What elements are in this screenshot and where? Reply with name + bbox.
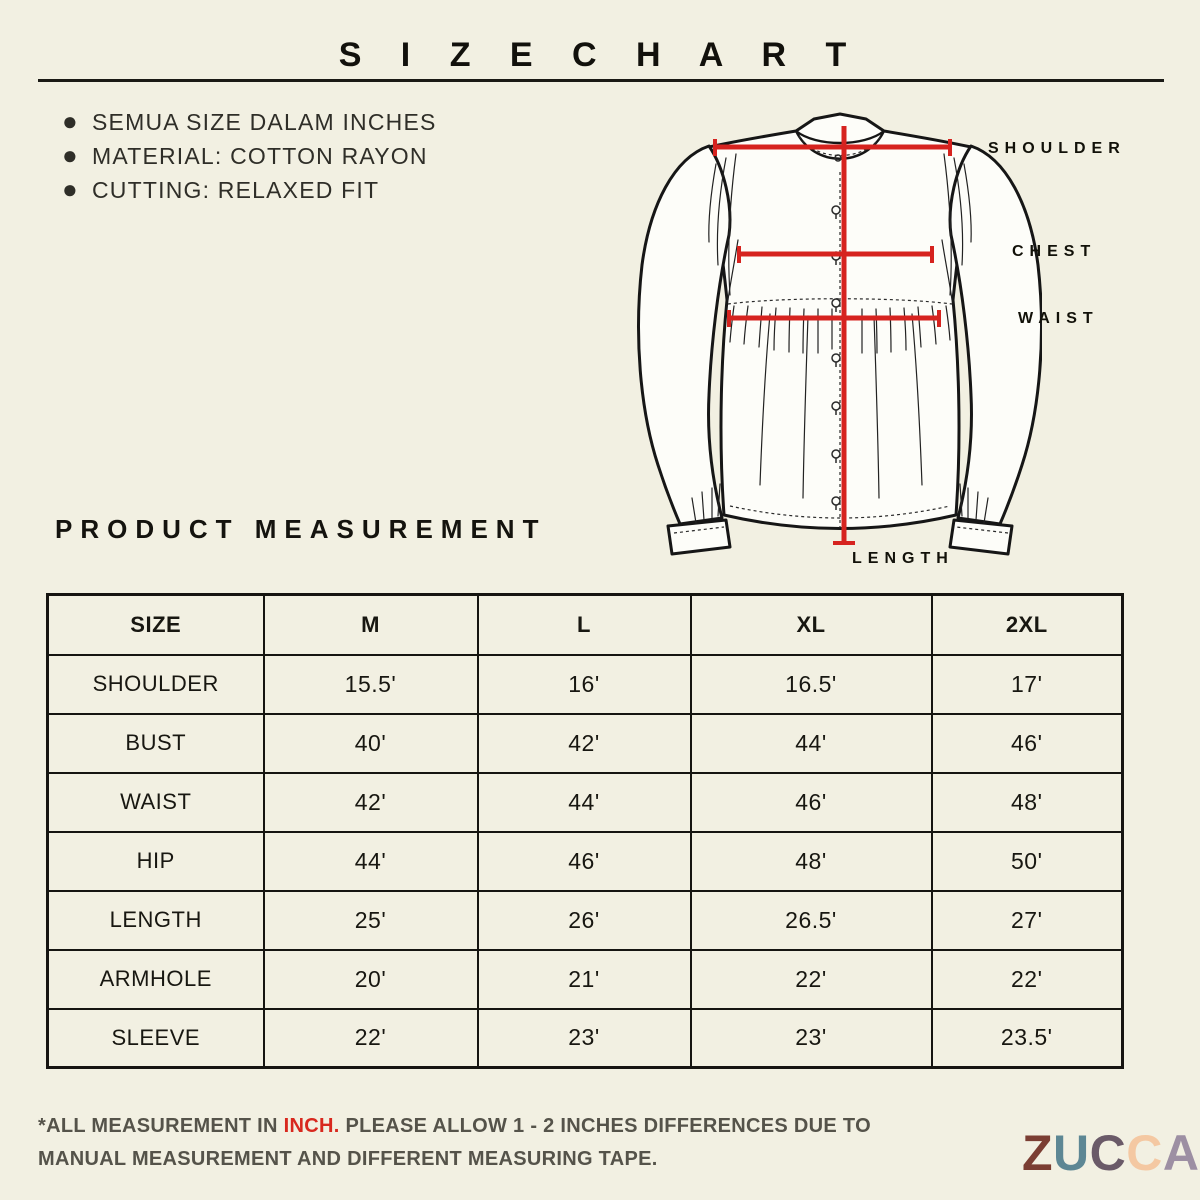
cell: 46' (476, 830, 692, 892)
table-row: SLEEVE 22' 23' 23' 23.5' (46, 1007, 1124, 1069)
length-label: LENGTH (852, 550, 954, 567)
row-label: WAIST (46, 771, 265, 833)
page-title: S I Z E C H A R T (338, 36, 862, 74)
cell: 15.5' (262, 653, 479, 715)
waist-label: WAIST (1018, 310, 1099, 327)
blouse-illustration (637, 112, 1042, 556)
cell: 50' (930, 830, 1124, 892)
title-divider (38, 79, 1164, 82)
column-header-m: M (262, 593, 479, 656)
cell: 16.5' (689, 653, 933, 715)
logo-letter: Z (1022, 1125, 1054, 1181)
cell: 23' (689, 1007, 933, 1069)
table-row: BUST 40' 42' 44' 46' (46, 712, 1124, 774)
cell: 46' (930, 712, 1124, 774)
cell: 23' (476, 1007, 692, 1069)
cell: 22' (689, 948, 933, 1010)
cell: 44' (476, 771, 692, 833)
cell: 26.5' (689, 889, 933, 951)
cell: 17' (930, 653, 1124, 715)
logo-letter: A (1162, 1125, 1200, 1181)
cell: 42' (476, 712, 692, 774)
cell: 46' (689, 771, 933, 833)
brand-logo: ZUCCA (1022, 1124, 1199, 1182)
footnote: *ALL MEASUREMENT IN INCH. PLEASE ALLOW 1… (38, 1110, 918, 1176)
table-row: ARMHOLE 20' 21' 22' 22' (46, 948, 1124, 1010)
cell: 42' (262, 771, 479, 833)
row-label: ARMHOLE (46, 948, 265, 1010)
product-notes: ● SEMUA SIZE DALAM INCHES ● MATERIAL: COTT… (62, 104, 437, 206)
chest-label: CHEST (1012, 243, 1097, 260)
bullet-icon: ● (62, 106, 79, 136)
cell: 16' (476, 653, 692, 715)
section-heading: PRODUCT MEASUREMENT (55, 514, 547, 544)
note-text: CUTTING: RELAXED FIT (92, 177, 380, 203)
table-row: HIP 44' 46' 48' 50' (46, 830, 1124, 892)
table-row: LENGTH 25' 26' 26.5' 27' (46, 889, 1124, 951)
note-item: ● SEMUA SIZE DALAM INCHES (62, 104, 437, 138)
note-text: SEMUA SIZE DALAM INCHES (92, 109, 437, 135)
row-label: BUST (46, 712, 265, 774)
logo-letter: C (1126, 1125, 1163, 1181)
cell: 20' (262, 948, 479, 1010)
footnote-suffix: PLEASE ALLOW 1 - 2 INCHES DIFFERENCES DU… (38, 1115, 871, 1170)
cell: 48' (689, 830, 933, 892)
bullet-icon: ● (62, 140, 79, 170)
table-header-row: SIZE M L XL 2XL (46, 593, 1124, 656)
cell: 44' (262, 830, 479, 892)
row-label: SLEEVE (46, 1007, 265, 1069)
cell: 23.5' (930, 1007, 1124, 1069)
bullet-icon: ● (62, 174, 79, 204)
row-label: LENGTH (46, 889, 265, 951)
cell: 26' (476, 889, 692, 951)
cell: 21' (476, 948, 692, 1010)
note-item: ● MATERIAL: COTTON RAYON (62, 138, 437, 172)
measurement-table: SIZE M L XL 2XL SHOULDER 15.5' 16' 16.5'… (46, 593, 1124, 1069)
note-text: MATERIAL: COTTON RAYON (92, 143, 428, 169)
cell: 27' (930, 889, 1124, 951)
cell: 48' (930, 771, 1124, 833)
column-header-2xl: 2XL (930, 593, 1124, 656)
footnote-highlight: INCH. (283, 1115, 340, 1137)
cell: 40' (262, 712, 479, 774)
cell: 22' (262, 1007, 479, 1069)
logo-letter: U (1053, 1125, 1090, 1181)
shoulder-label: SHOULDER (988, 140, 1126, 157)
cell: 25' (262, 889, 479, 951)
row-label: SHOULDER (46, 653, 265, 715)
cell: 22' (930, 948, 1124, 1010)
note-item: ● CUTTING: RELAXED FIT (62, 172, 437, 206)
column-header-size: SIZE (46, 593, 265, 656)
column-header-xl: XL (689, 593, 933, 656)
footnote-prefix: *ALL MEASUREMENT IN (38, 1115, 284, 1137)
cell: 44' (689, 712, 933, 774)
row-label: HIP (46, 830, 265, 892)
column-header-l: L (476, 593, 692, 656)
table-row: SHOULDER 15.5' 16' 16.5' 17' (46, 653, 1124, 715)
table-row: WAIST 42' 44' 46' 48' (46, 771, 1124, 833)
logo-letter: C (1089, 1125, 1127, 1181)
